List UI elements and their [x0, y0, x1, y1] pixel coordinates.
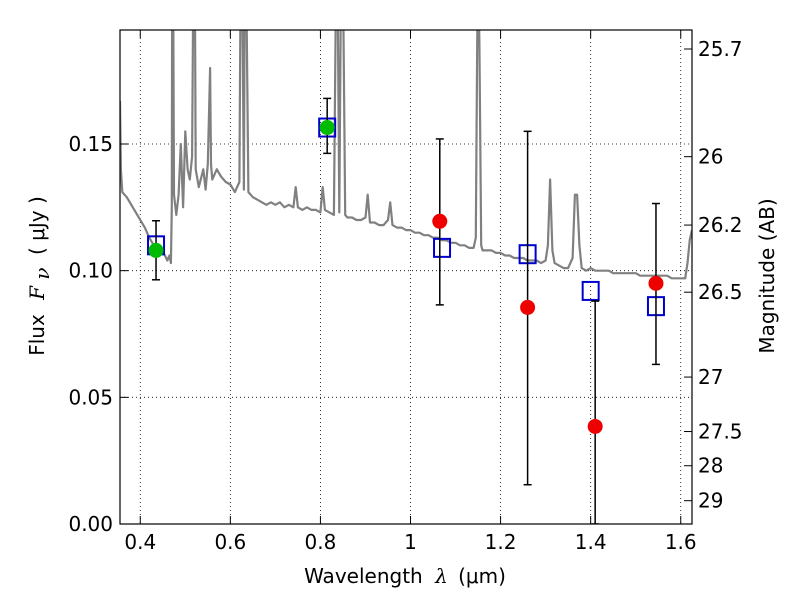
y2-tick-label-6: 28 [698, 454, 723, 478]
y2-tick-label-7: 29 [698, 489, 723, 513]
x-axis-title: Wavelength λ (μm) [304, 564, 506, 588]
y2-tick-label-1: 26 [698, 145, 723, 169]
x-tick-label-2: 0.8 [305, 530, 337, 554]
x-axis-title-unit: (μm) [458, 564, 506, 588]
nir-point-1 [520, 299, 536, 315]
labels-layer: Wavelength λ (μm) Flux F ν ( μJy ) Magni… [25, 196, 779, 588]
x-axis-title-text: Wavelength [304, 564, 423, 588]
plot-layer [120, 30, 692, 524]
model-photometry-square-2 [433, 237, 452, 258]
x-tick-label-6: 1.6 [665, 530, 697, 554]
y-axis-title: Flux F ν ( μJy ) [25, 196, 54, 356]
x-tick-label-3: 1 [404, 530, 417, 554]
y2-tick-label-4: 27 [698, 365, 723, 389]
grid-layer [120, 30, 692, 525]
optical-point-1 [319, 120, 335, 136]
model-photometry-square-4 [581, 280, 600, 301]
y-tick-label-2: 0.10 [68, 259, 113, 283]
nir-point-0 [432, 213, 448, 229]
x-tick-label-4: 1.2 [485, 530, 517, 554]
y2-tick-label-5: 27.5 [698, 420, 743, 444]
x-tick-label-1: 0.6 [214, 530, 246, 554]
y-tick-label-3: 0.15 [68, 132, 113, 156]
nir-point-2 [587, 418, 603, 434]
y2-tick-label-2: 26.2 [698, 213, 743, 237]
optical-point-0 [148, 242, 164, 258]
axes-layer: 0.4 0.6 0.8 1 1.2 1.4 1.6 0.00 0.05 0.10 0.15 25.7 2… [68, 29, 743, 554]
y2-tick-label-3: 26.5 [698, 280, 743, 304]
y-tick-label-0: 0.00 [68, 512, 113, 536]
y2-axis-title: Magnitude (AB) [755, 198, 779, 353]
plot-frame [119, 29, 693, 525]
x-tick-label-0: 0.4 [124, 530, 156, 554]
spectrum-line [120, 30, 692, 280]
y2-tick-label-0: 25.7 [698, 37, 743, 61]
x-axis-title-symbol: λ [434, 564, 448, 588]
y-axis-title-unit: ( μJy ) [25, 196, 49, 255]
x-tick-label-5: 1.4 [575, 530, 607, 554]
y-axis-title-subscript: ν [30, 267, 54, 279]
y-tick-label-1: 0.05 [68, 385, 113, 409]
plot-clipped-group [120, 30, 692, 524]
y-axis-title-text: Flux [25, 314, 49, 356]
nir-point-3 [648, 275, 664, 291]
y-axis-title-symbol: F [25, 285, 49, 301]
